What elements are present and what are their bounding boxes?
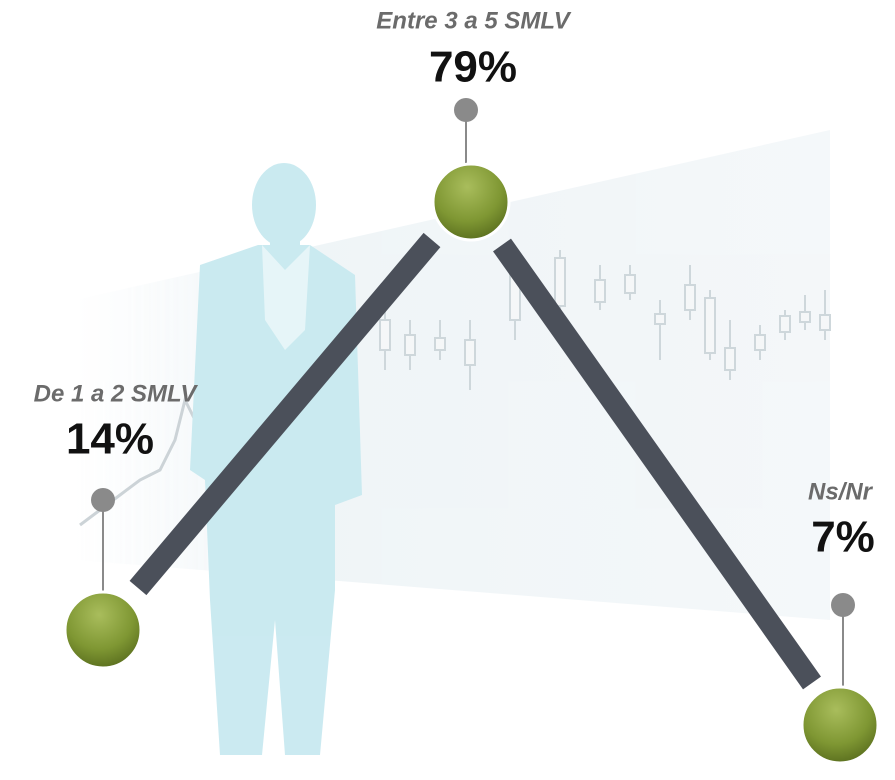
node-value: 7% — [811, 513, 875, 562]
nodes — [63, 162, 880, 765]
node — [431, 162, 511, 242]
node — [800, 685, 880, 765]
node-label: Entre 3 a 5 SMLV — [376, 7, 571, 34]
pins — [91, 98, 855, 690]
node-value: 79% — [429, 43, 517, 92]
node-label: Ns/Nr — [808, 478, 874, 505]
node-value: 14% — [66, 415, 154, 464]
node — [63, 590, 143, 670]
connectors — [129, 232, 821, 690]
node-label: De 1 a 2 SMLV — [34, 380, 199, 407]
